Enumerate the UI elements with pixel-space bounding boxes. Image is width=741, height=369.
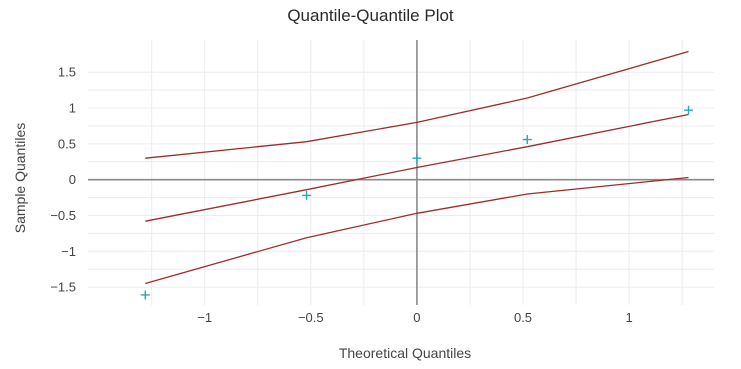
x-tick-label: 0 bbox=[413, 310, 420, 325]
x-tick-label: 0.5 bbox=[514, 310, 532, 325]
data-point bbox=[412, 153, 422, 163]
data-point bbox=[302, 190, 312, 200]
data-point bbox=[522, 135, 532, 145]
x-tick-label: 1 bbox=[626, 310, 633, 325]
data-point bbox=[140, 290, 150, 300]
y-tick-label: 1.5 bbox=[58, 65, 76, 80]
y-tick-label: −1.5 bbox=[50, 280, 76, 295]
y-tick-label: −1 bbox=[61, 244, 76, 259]
y-tick-label: 0 bbox=[69, 172, 76, 187]
chart-title: Quantile-Quantile Plot bbox=[287, 6, 454, 25]
x-axis-label: Theoretical Quantiles bbox=[338, 345, 472, 361]
x-tick-label: −1 bbox=[197, 310, 212, 325]
data-point bbox=[684, 105, 694, 115]
reference-line-1 bbox=[145, 113, 689, 222]
y-tick-label: −0.5 bbox=[50, 208, 76, 223]
y-tick-label: 0.5 bbox=[58, 136, 76, 151]
y-tick-label: 1 bbox=[69, 101, 76, 116]
reference-line-3 bbox=[145, 176, 689, 285]
reference-line-2 bbox=[145, 50, 689, 159]
x-tick-label: −0.5 bbox=[298, 310, 324, 325]
